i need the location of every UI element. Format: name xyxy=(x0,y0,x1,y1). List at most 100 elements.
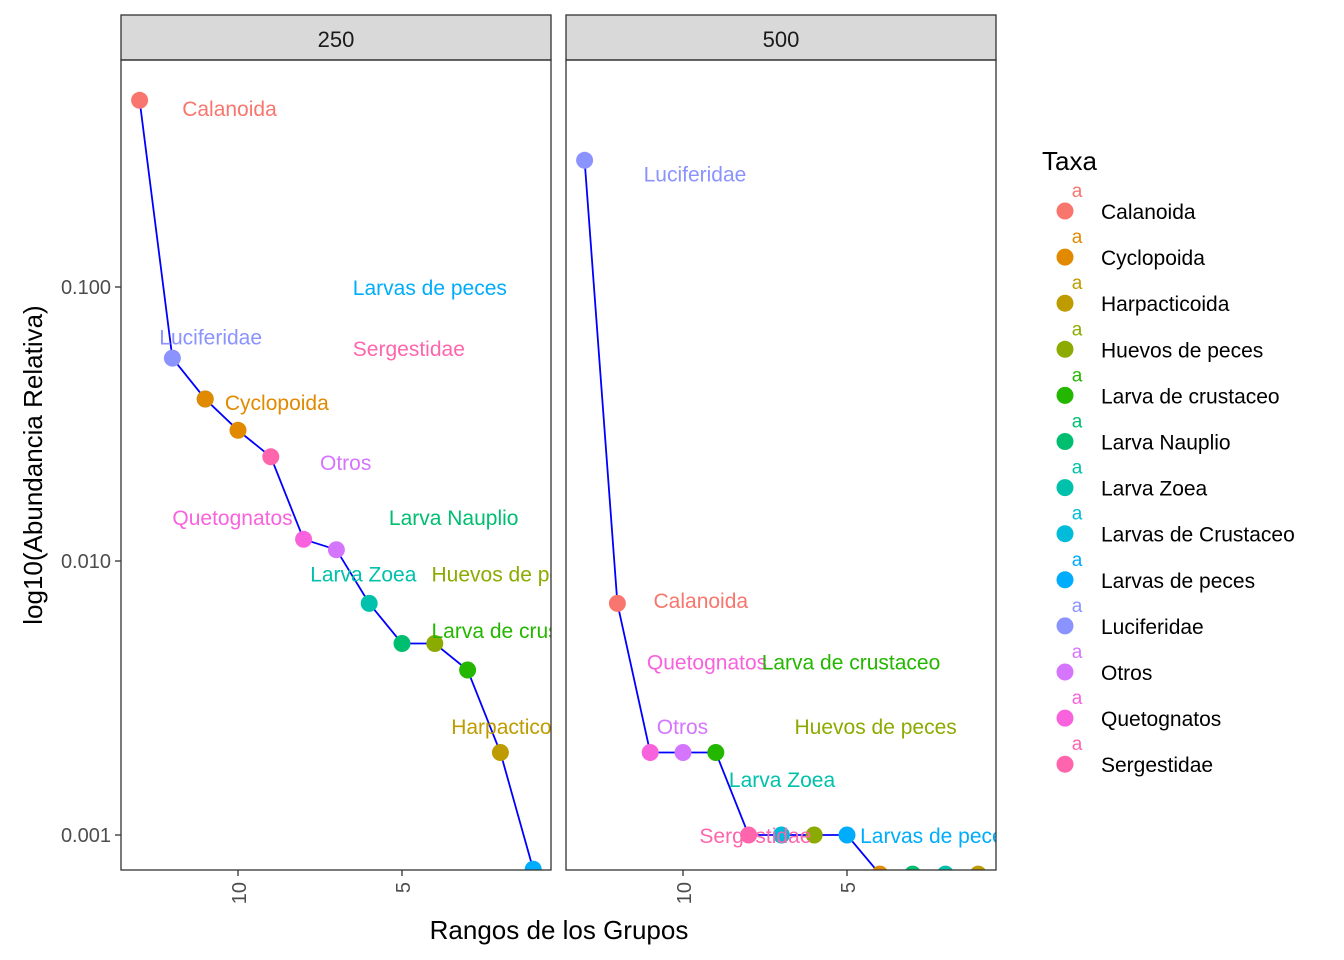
panel-250: 250 Calanoida Larvas de peces Luciferidae Se… xyxy=(120,14,611,871)
legend-key-glyph: a xyxy=(1072,458,1083,479)
point-label: Larvas de peces xyxy=(860,825,1014,848)
point-label: Quetognatos xyxy=(647,651,767,674)
data-point xyxy=(524,860,542,870)
legend-key-point xyxy=(1056,525,1074,543)
data-point xyxy=(295,530,313,548)
y-axis-label: log10(Abundancia Relativa) xyxy=(18,305,48,624)
legend-label: Larvas de peces xyxy=(1101,570,1255,593)
legend-title: Taxa xyxy=(1042,146,1097,176)
x-tick-label: 5 xyxy=(838,882,860,893)
panel-border xyxy=(120,59,552,871)
legend-item: a Otros xyxy=(1056,642,1152,685)
x-tick-label: 5 xyxy=(393,882,415,893)
legend-item: a Larvas de peces xyxy=(1056,550,1255,593)
data-point xyxy=(805,826,823,844)
legend-item: a Larva Zoea xyxy=(1056,458,1208,501)
point-label: Larva de crustaceo xyxy=(762,651,941,674)
facet-strip xyxy=(565,14,997,61)
data-point xyxy=(970,865,986,870)
point-label: Quetognatos xyxy=(172,507,292,530)
data-point xyxy=(641,744,659,761)
point-label: Otros xyxy=(657,716,708,739)
point-label: Larva Zoea xyxy=(729,769,836,792)
legend-item: a Calanoida xyxy=(1056,181,1196,224)
data-point xyxy=(608,594,626,612)
data-point xyxy=(491,744,509,761)
data-point xyxy=(576,151,594,169)
legend-key-glyph: a xyxy=(1072,181,1083,202)
data-point xyxy=(838,826,856,844)
point-label: Sergestidae xyxy=(699,825,811,848)
legend-key-glyph: a xyxy=(1072,273,1083,294)
point-label: Larva Zoea xyxy=(310,564,417,587)
point-label: Larva de crustaceo xyxy=(432,620,611,643)
legend-item: a Huevos de peces xyxy=(1056,319,1263,362)
legend: TaxaaCalanoidaaCyclopoidaaHarpacticoidaa… xyxy=(1042,146,1295,777)
x-tick-label: 10 xyxy=(229,882,251,904)
legend-label: Larva de crustaceo xyxy=(1101,385,1280,408)
data-point xyxy=(393,635,411,652)
legend-item: a Luciferidae xyxy=(1056,596,1204,639)
legend-item: a Quetognatos xyxy=(1056,688,1221,731)
panel-border xyxy=(565,59,997,871)
legend-key-glyph: a xyxy=(1072,688,1083,709)
legend-label: Larva Zoea xyxy=(1101,478,1208,501)
legend-key-glyph: a xyxy=(1072,412,1083,433)
data-point xyxy=(196,390,214,408)
legend-label: Larvas de Crustaceo xyxy=(1101,524,1295,547)
legend-label: Quetognatos xyxy=(1101,708,1221,731)
x-axis-label: Rangos de los Grupos xyxy=(430,915,689,945)
legend-key-point xyxy=(1056,617,1074,635)
legend-label: Calanoida xyxy=(1101,201,1196,224)
point-label: Larvas de peces xyxy=(353,277,507,300)
legend-label: Cyclopoida xyxy=(1101,247,1205,270)
data-point xyxy=(360,594,378,612)
legend-key-point xyxy=(1056,340,1074,358)
point-label: Huevos de peces xyxy=(795,716,957,739)
legend-key-point xyxy=(1056,202,1074,220)
y-tick-label: 0.001 xyxy=(61,825,111,847)
legend-key-point xyxy=(1056,709,1074,727)
legend-key-point xyxy=(1056,386,1074,404)
legend-label: Luciferidae xyxy=(1101,616,1204,639)
legend-key-point xyxy=(1056,571,1074,589)
data-point xyxy=(872,865,888,870)
legend-label: Larva Nauplio xyxy=(1101,432,1231,455)
data-point xyxy=(937,865,953,870)
point-label: Cyclopoida xyxy=(225,392,329,415)
data-point xyxy=(459,661,477,679)
legend-key-point xyxy=(1056,248,1074,266)
data-point xyxy=(707,744,725,761)
data-point xyxy=(163,349,181,367)
legend-item: a Harpacticoida xyxy=(1056,273,1230,316)
point-label: Larva Nauplio xyxy=(389,507,519,530)
legend-key-point xyxy=(1056,433,1074,450)
data-point xyxy=(772,826,790,844)
axes: 10 5 10 5 0.100 0.010 0.001 xyxy=(61,277,860,904)
legend-key-glyph: a xyxy=(1072,365,1083,386)
legend-key-point xyxy=(1056,294,1074,312)
data-point xyxy=(262,448,280,466)
data-point xyxy=(131,91,149,109)
point-label: Huevos de peces xyxy=(432,564,594,587)
x-tick-label: 10 xyxy=(674,882,696,904)
legend-item: a Larva de crustaceo xyxy=(1056,365,1280,408)
rank-line xyxy=(138,100,535,870)
panel-content: Calanoida Larvas de peces Luciferidae Serge… xyxy=(131,91,611,870)
y-tick-label: 0.010 xyxy=(61,551,111,573)
point-label: Calanoida xyxy=(182,98,277,121)
facet-strip xyxy=(120,14,552,61)
legend-key-point xyxy=(1056,755,1074,773)
facet-strip-label: 250 xyxy=(318,27,355,52)
panels: 250 Calanoida Larvas de peces Luciferidae Se… xyxy=(120,14,1014,871)
legend-key-glyph: a xyxy=(1072,596,1083,617)
data-point xyxy=(229,421,247,439)
legend-item: a Sergestidae xyxy=(1056,734,1213,777)
data-point xyxy=(740,826,758,844)
point-label: Harpacticoida xyxy=(451,716,580,739)
data-point xyxy=(905,865,921,870)
data-point xyxy=(674,744,692,761)
legend-key-glyph: a xyxy=(1072,504,1083,525)
legend-item: a Larvas de Crustaceo xyxy=(1056,504,1295,547)
legend-key-glyph: a xyxy=(1072,642,1083,663)
